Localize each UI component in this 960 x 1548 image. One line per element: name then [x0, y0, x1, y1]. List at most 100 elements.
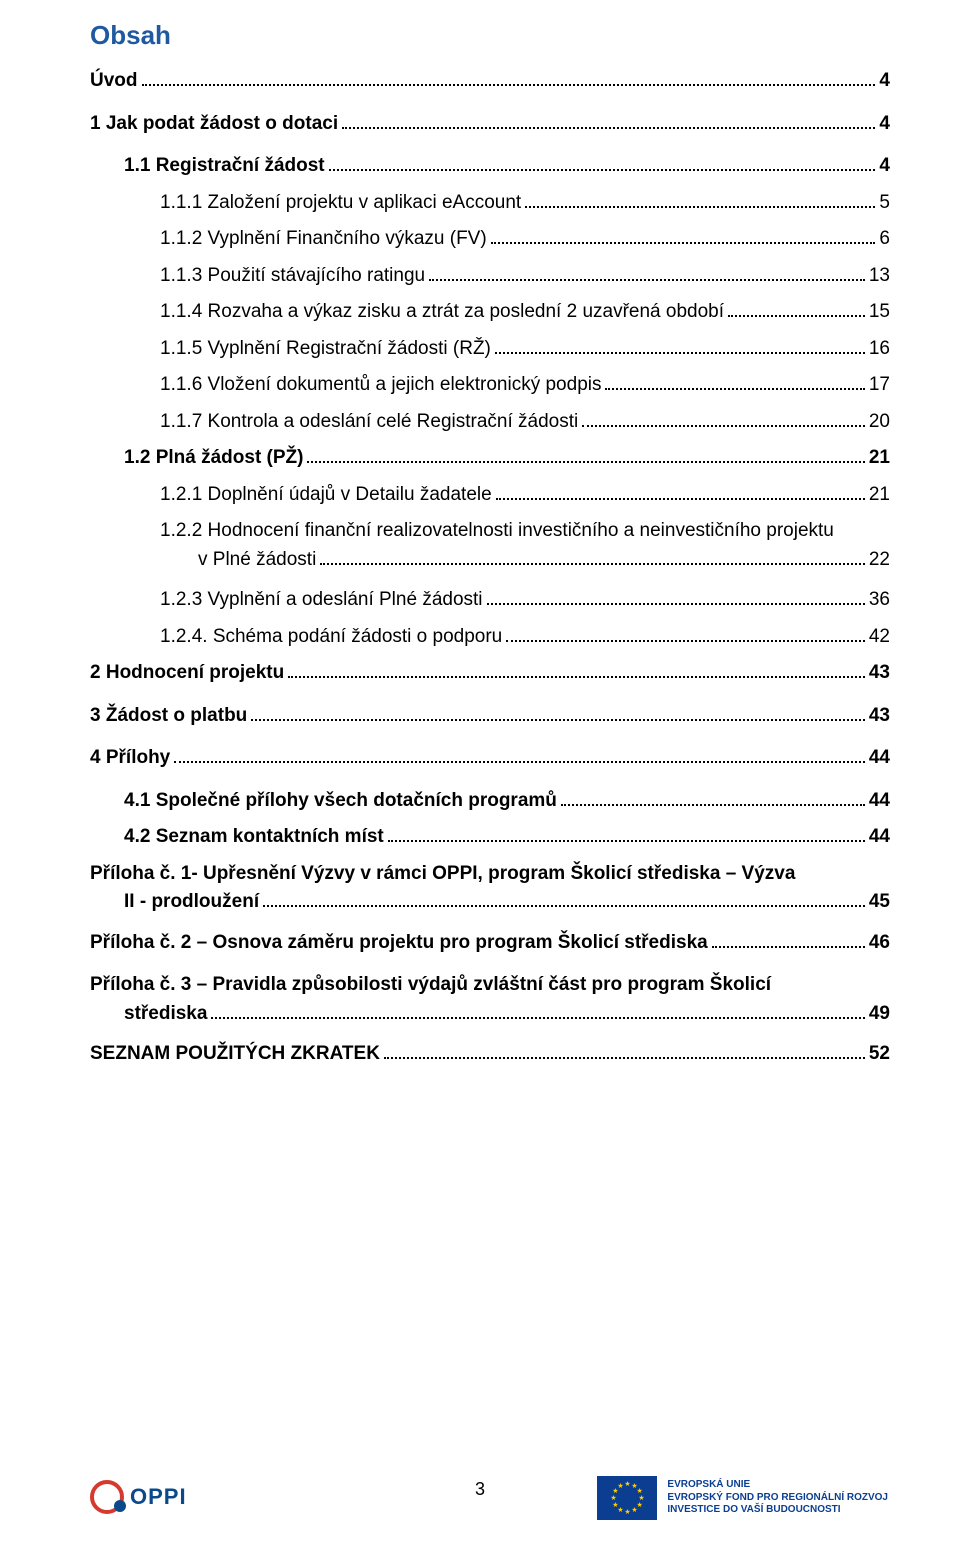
toc-label: střediska	[90, 1000, 207, 1029]
toc-label: Příloha č. 1- Upřesnění Výzvy v rámci OP…	[90, 860, 890, 889]
eu-flag-icon: ★★★★★★★★★★★★	[597, 1476, 657, 1520]
toc-entry: Příloha č. 3 – Pravidla způsobilosti výd…	[90, 971, 890, 1028]
eu-star-icon: ★	[624, 1508, 630, 1516]
toc-label: 1.2.3 Vyplnění a odeslání Plné žádosti	[160, 586, 483, 615]
toc-dots	[487, 603, 865, 605]
toc-entry: Příloha č. 1- Upřesnění Výzvy v rámci OP…	[90, 860, 890, 917]
toc-page: 16	[869, 335, 890, 364]
toc-dots	[384, 1057, 865, 1059]
toc-dots	[342, 127, 875, 129]
toc-page: 52	[869, 1040, 890, 1069]
toc-page: 43	[869, 659, 890, 688]
toc-entry: 1 Jak podat žádost o dotaci 4	[90, 110, 890, 139]
toc-label: 1.1.3 Použití stávajícího ratingu	[160, 262, 425, 291]
toc-page: 20	[869, 408, 890, 437]
toc-entry: 1.1.2 Vyplnění Finančního výkazu (FV) 6	[90, 225, 890, 254]
toc-dots	[288, 676, 865, 678]
toc-dots	[605, 388, 864, 390]
toc-entry: Úvod 4	[90, 67, 890, 96]
toc-entry: 1.2.1 Doplnění údajů v Detailu žadatele 2…	[90, 481, 890, 510]
page-footer: OPPI 3 ★★★★★★★★★★★★ EVROPSKÁ UNIE EVROPS…	[0, 1452, 960, 1532]
toc-dots	[561, 804, 865, 806]
toc-page: 45	[869, 888, 890, 917]
toc-label: 4 Přílohy	[90, 744, 170, 773]
toc-page: 46	[869, 929, 890, 958]
eu-star-icon: ★	[612, 1501, 618, 1509]
toc-dots	[491, 242, 876, 244]
toc-entry: 3 Žádost o platbu 43	[90, 702, 890, 731]
toc-entry: 1.1.6 Vložení dokumentů a jejich elektro…	[90, 371, 890, 400]
toc-entry: 4.2 Seznam kontaktních míst 44	[90, 823, 890, 852]
toc-dots	[495, 352, 865, 354]
toc-label: 4.2 Seznam kontaktních míst	[124, 823, 384, 852]
toc-label: 1.1.1 Založení projektu v aplikaci eAcco…	[160, 189, 521, 218]
toc-label: 1.1.7 Kontrola a odeslání celé Registrač…	[160, 408, 578, 437]
toc-entry: 1.1.7 Kontrola a odeslání celé Registrač…	[90, 408, 890, 437]
oppi-dot-icon	[114, 1500, 126, 1512]
eu-line3: INVESTICE DO VAŠÍ BUDOUCNOSTI	[667, 1504, 888, 1517]
toc-dots	[582, 425, 865, 427]
eu-logo: ★★★★★★★★★★★★ EVROPSKÁ UNIE EVROPSKÝ FOND…	[597, 1476, 888, 1520]
toc-page: 44	[869, 823, 890, 852]
toc-label: 3 Žádost o platbu	[90, 702, 247, 731]
toc-entry: 2 Hodnocení projektu 43	[90, 659, 890, 688]
toc-label: 1.1.6 Vložení dokumentů a jejich elektro…	[160, 371, 601, 400]
toc-label: v Plné žádosti	[160, 546, 316, 575]
toc-entry: 1.2 Plná žádost (PŽ) 21	[90, 444, 890, 473]
toc-label: 2 Hodnocení projektu	[90, 659, 284, 688]
toc-label: II - prodloužení	[90, 888, 259, 917]
toc-label: 1 Jak podat žádost o dotaci	[90, 110, 338, 139]
toc-entry: 1.1.4 Rozvaha a výkaz zisku a ztrát za p…	[90, 298, 890, 327]
toc-label: 1.1.2 Vyplnění Finančního výkazu (FV)	[160, 225, 487, 254]
toc-label: Úvod	[90, 67, 138, 96]
toc-page: 6	[879, 225, 890, 254]
eu-line1: EVROPSKÁ UNIE	[667, 1479, 888, 1492]
toc-dots	[251, 719, 865, 721]
toc-entry: 1.1.5 Vyplnění Registrační žádosti (RŽ) 1…	[90, 335, 890, 364]
toc-entry: 1.2.2 Hodnocení finanční realizovatelnos…	[90, 517, 890, 574]
toc-dots	[506, 640, 865, 642]
toc-label: Příloha č. 2 – Osnova záměru projektu pr…	[90, 929, 708, 958]
toc-page: 21	[869, 444, 890, 473]
eu-star-icon: ★	[617, 1482, 623, 1490]
toc-page: 44	[869, 787, 890, 816]
toc-page: 15	[869, 298, 890, 327]
toc-dots	[174, 761, 865, 763]
eu-star-icon: ★	[624, 1480, 630, 1488]
toc-dots	[307, 461, 864, 463]
toc-dots	[728, 315, 865, 317]
toc-page: 5	[879, 189, 890, 218]
toc-dots	[263, 905, 865, 907]
toc-entry: Příloha č. 2 – Osnova záměru projektu pr…	[90, 929, 890, 958]
toc-page: 42	[869, 623, 890, 652]
toc-label: Příloha č. 3 – Pravidla způsobilosti výd…	[90, 971, 890, 1000]
toc-entry: 1.1.3 Použití stávajícího ratingu 13	[90, 262, 890, 291]
toc-title: Obsah	[90, 20, 890, 51]
toc-entry: 4.1 Společné přílohy všech dotačních pro…	[90, 787, 890, 816]
toc-page: 4	[879, 110, 890, 139]
toc-label: 1.2 Plná žádost (PŽ)	[124, 444, 303, 473]
toc-label: 4.1 Společné přílohy všech dotačních pro…	[124, 787, 557, 816]
toc-dots	[211, 1017, 864, 1019]
toc-page: 4	[879, 67, 890, 96]
toc-page: 36	[869, 586, 890, 615]
toc-page: 13	[869, 262, 890, 291]
toc-label: 1.1.5 Vyplnění Registrační žádosti (RŽ)	[160, 335, 491, 364]
toc-dots	[320, 563, 865, 565]
toc-dots	[429, 279, 865, 281]
toc-entry: 1.2.4. Schéma podání žádosti o podporu42	[90, 623, 890, 652]
toc-dots	[712, 946, 865, 948]
toc-dots	[142, 84, 876, 86]
toc-label: SEZNAM POUŽITÝCH ZKRATEK	[90, 1040, 380, 1069]
toc-page: 21	[869, 481, 890, 510]
toc-dots	[329, 169, 876, 171]
toc-page: 22	[869, 546, 890, 575]
table-of-contents: Úvod41 Jak podat žádost o dotaci41.1 Reg…	[90, 67, 890, 1069]
toc-page: 43	[869, 702, 890, 731]
toc-label: 1.2.1 Doplnění údajů v Detailu žadatele	[160, 481, 492, 510]
eu-line2: EVROPSKÝ FOND PRO REGIONÁLNÍ ROZVOJ	[667, 1492, 888, 1505]
toc-page: 17	[869, 371, 890, 400]
eu-star-icon: ★	[631, 1506, 637, 1514]
toc-page: 4	[879, 152, 890, 181]
toc-entry: 1.1 Registrační žádost4	[90, 152, 890, 181]
